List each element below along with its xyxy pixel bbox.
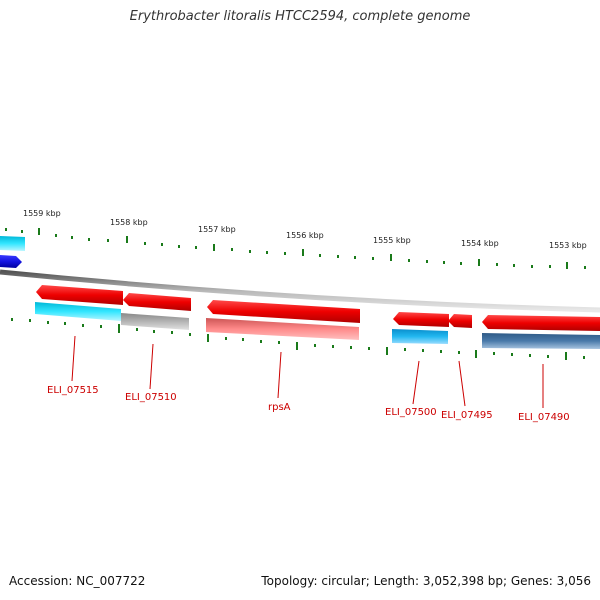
scale-label-1557: 1557 kbp [198, 225, 236, 234]
scale-label-1556: 1556 kbp [286, 231, 324, 240]
scale-label-1559: 1559 kbp [23, 209, 61, 218]
page-title: Erythrobacter litoralis HTCC2594, comple… [129, 9, 471, 24]
cds-eli07515[interactable] [36, 285, 123, 305]
gene-labels: ELI_07515 ELI_07510 rpsA ELI_07500 ELI_0… [47, 385, 570, 423]
gene-label-eli07500[interactable]: ELI_07500 [385, 407, 437, 418]
gene-label-eli07495[interactable]: ELI_07495 [441, 410, 493, 421]
scale-label-1555: 1555 kbp [373, 236, 411, 245]
cds-eli07490[interactable] [482, 315, 600, 331]
label-leaders [71, 335, 544, 408]
gene-label-rpsa[interactable]: rpsA [268, 402, 291, 413]
inner-tick-ring [11, 318, 585, 360]
scale-labels: 1559 kbp 1558 kbp 1557 kbp 1556 kbp 1555… [23, 209, 587, 250]
gene-eli07510[interactable] [121, 313, 189, 330]
genome-summary-text: Topology: circular; Length: 3,052,398 bp… [261, 574, 591, 588]
cds-eli07495[interactable] [448, 314, 472, 328]
gene-cyan-left[interactable] [0, 236, 25, 251]
cds-eli07510[interactable] [123, 293, 191, 311]
gene-label-eli07510[interactable]: ELI_07510 [125, 392, 177, 403]
forward-strand-track [36, 285, 600, 331]
cds-rpsa[interactable] [207, 300, 360, 323]
cds-eli07500[interactable] [393, 312, 449, 327]
scale-label-1558: 1558 kbp [110, 218, 148, 227]
gene-eli07500[interactable] [392, 329, 448, 344]
gene-eli07515[interactable] [35, 302, 121, 321]
gene-rpsa[interactable] [206, 318, 359, 340]
scale-label-1553: 1553 kbp [549, 241, 587, 250]
outer-tick-ring [5, 228, 586, 269]
gene-track [35, 302, 600, 349]
gene-blue-left[interactable] [0, 255, 22, 268]
scale-label-1554: 1554 kbp [461, 239, 499, 248]
gene-label-eli07490[interactable]: ELI_07490 [518, 412, 570, 423]
gene-label-eli07515[interactable]: ELI_07515 [47, 385, 99, 396]
accession-text: Accession: NC_007722 [9, 574, 146, 588]
genome-backbone [0, 269, 600, 313]
gene-eli07490[interactable] [482, 333, 600, 349]
